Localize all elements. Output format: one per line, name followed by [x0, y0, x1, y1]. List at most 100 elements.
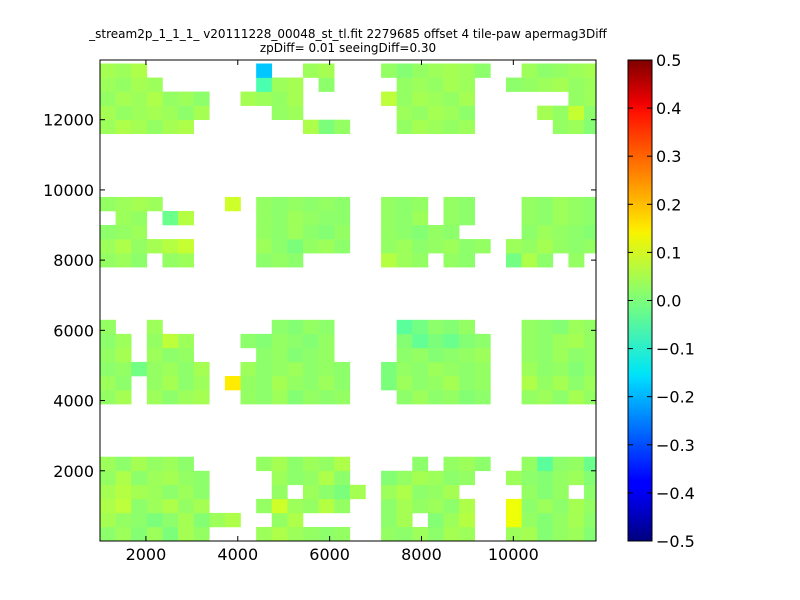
- heatmap-cell: [443, 484, 460, 500]
- heatmap-cell: [396, 91, 413, 106]
- heatmap-cell: [568, 253, 585, 268]
- heatmap-cell: [396, 526, 413, 541]
- y-tick-label: 2000: [53, 462, 94, 481]
- heatmap-cell: [381, 196, 397, 212]
- heatmap-cell: [505, 470, 522, 486]
- colorbar-tick-label: −0.1: [656, 340, 695, 359]
- heatmap-cell: [256, 361, 273, 377]
- heatmap-cell: [459, 239, 476, 254]
- heatmap-cell: [146, 119, 163, 135]
- heatmap-cell: [100, 526, 116, 541]
- heatmap-cell: [287, 375, 304, 391]
- heatmap-cell: [568, 105, 585, 120]
- heatmap-cell: [474, 347, 491, 363]
- heatmap-cell: [474, 390, 491, 405]
- heatmap-cell: [521, 333, 538, 349]
- heatmap-cell: [162, 484, 179, 500]
- heatmap-cell: [318, 526, 335, 541]
- x-tick-label: 8000: [401, 545, 442, 564]
- heatmap-cell: [584, 239, 596, 254]
- colorbar-tick-label: 0.1: [656, 243, 681, 262]
- heatmap-cell: [302, 361, 319, 377]
- heatmap-cell: [505, 253, 522, 268]
- heatmap-cell: [381, 512, 397, 528]
- heatmap-cell: [537, 210, 554, 226]
- heatmap-cell: [131, 77, 148, 92]
- heatmap-cell: [302, 456, 319, 472]
- heatmap-cell: [584, 512, 596, 528]
- heatmap-cell: [427, 361, 444, 377]
- heatmap-cell: [178, 512, 194, 528]
- heatmap-cell: [568, 77, 585, 92]
- heatmap-cell: [287, 210, 304, 226]
- heatmap-cell: [537, 390, 554, 405]
- heatmap-cell: [396, 361, 413, 377]
- x-axis: 2000 4000 6000 8000 10000: [126, 60, 539, 564]
- heatmap-cell: [240, 375, 257, 391]
- heatmap-cell: [381, 526, 397, 541]
- heatmap-cell: [162, 375, 179, 391]
- heatmap-cell: [552, 105, 569, 120]
- heatmap-cell: [100, 470, 116, 486]
- heatmap-cell: [459, 361, 476, 377]
- heatmap-cell: [256, 526, 273, 541]
- heatmap-cell: [271, 105, 288, 120]
- heatmap-cell: [396, 210, 413, 226]
- heatmap-cell: [584, 319, 596, 335]
- heatmap-cell: [521, 77, 538, 92]
- colorbar-tick-label: 0.3: [656, 147, 681, 166]
- heatmap-cell: [427, 347, 444, 363]
- heatmap-cell: [381, 225, 397, 240]
- heatmap-cell: [459, 63, 476, 78]
- heatmap-cell: [100, 225, 116, 240]
- heatmap-cell: [334, 375, 351, 391]
- heatmap-cell: [178, 498, 194, 514]
- heatmap-cell: [474, 63, 491, 78]
- heatmap-cell: [302, 119, 319, 135]
- heatmap-cell: [162, 456, 179, 472]
- heatmap-cell: [381, 63, 397, 78]
- heatmap-cell: [459, 470, 476, 486]
- heatmap-cell: [256, 375, 273, 391]
- heatmap-cell: [146, 91, 163, 106]
- heatmap-cell: [162, 470, 179, 486]
- heatmap-cell: [459, 390, 476, 405]
- heatmap-cell: [178, 347, 194, 363]
- heatmap-cell: [412, 105, 429, 120]
- heatmap-cell: [552, 526, 569, 541]
- heatmap-cell: [287, 77, 304, 92]
- heatmap-cell: [193, 498, 210, 514]
- heatmap-cell: [256, 196, 273, 212]
- heatmap-cell: [443, 347, 460, 363]
- heatmap-cell: [427, 470, 444, 486]
- heatmap-cell: [505, 77, 522, 92]
- heatmap-cell: [131, 470, 148, 486]
- heatmap-cell: [396, 119, 413, 135]
- heatmap-cell: [240, 361, 257, 377]
- heatmap-cell: [412, 456, 429, 472]
- heatmap-cell: [427, 333, 444, 349]
- heatmap-cell: [474, 375, 491, 391]
- heatmap-cell: [521, 347, 538, 363]
- heatmap-cell: [193, 484, 210, 500]
- heatmap-cell: [412, 210, 429, 226]
- heatmap-cell: [131, 253, 148, 268]
- heatmap-cell: [474, 239, 491, 254]
- heatmap-cell: [256, 91, 273, 106]
- heatmap-cell: [537, 77, 554, 92]
- heatmap-cell: [412, 347, 429, 363]
- heatmap-cell: [100, 105, 116, 120]
- heatmap-cell: [100, 319, 116, 335]
- heatmap-cell: [271, 91, 288, 106]
- colorbar-axis: −0.5 −0.4 −0.3 −0.2 −0.1 0.0 0.1 0.2 0.3 0.4 0.5: [628, 51, 695, 551]
- heatmap-cell: [396, 498, 413, 514]
- heatmap-cell: [427, 63, 444, 78]
- heatmap-cell: [318, 119, 335, 135]
- heatmap-cell: [131, 484, 148, 500]
- heatmap-cell: [521, 319, 538, 335]
- heatmap-cell: [381, 361, 397, 377]
- heatmap-cell: [271, 484, 288, 500]
- heatmap-cell: [412, 119, 429, 135]
- y-axis: 2000 4000 6000 8000 10000 12000: [43, 111, 596, 481]
- heatmap-cell: [193, 470, 210, 486]
